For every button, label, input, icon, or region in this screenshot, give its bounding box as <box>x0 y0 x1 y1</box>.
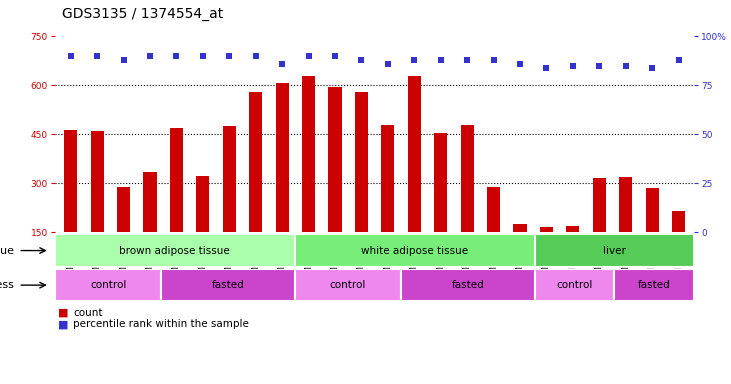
Bar <box>513 224 526 281</box>
Bar <box>295 234 534 267</box>
Bar <box>355 92 368 281</box>
Bar <box>408 76 421 281</box>
Bar <box>434 133 447 281</box>
Bar <box>645 188 659 281</box>
Bar <box>196 176 210 281</box>
Bar <box>55 269 162 301</box>
Text: fasted: fasted <box>452 280 485 290</box>
Point <box>567 63 579 69</box>
Text: ■: ■ <box>58 308 69 318</box>
Bar <box>401 269 534 301</box>
Bar <box>223 126 236 281</box>
Text: fasted: fasted <box>212 280 244 290</box>
Bar <box>55 234 295 267</box>
Point <box>144 53 156 59</box>
Point <box>673 57 684 63</box>
Bar <box>295 269 401 301</box>
Point <box>435 57 447 63</box>
Text: tissue: tissue <box>0 245 15 256</box>
Point <box>276 61 288 67</box>
Bar <box>539 227 553 281</box>
Text: white adipose tissue: white adipose tissue <box>361 245 468 256</box>
Point <box>170 53 182 59</box>
Point <box>224 53 235 59</box>
Bar <box>567 226 580 281</box>
Point <box>118 57 129 63</box>
Point <box>382 61 394 67</box>
Bar <box>276 83 289 281</box>
Bar <box>249 92 262 281</box>
Bar <box>534 269 615 301</box>
Text: liver: liver <box>603 245 626 256</box>
Text: stress: stress <box>0 280 15 290</box>
Point <box>250 53 262 59</box>
Point <box>541 65 553 71</box>
Text: percentile rank within the sample: percentile rank within the sample <box>73 319 249 329</box>
Text: GDS3135 / 1374554_at: GDS3135 / 1374554_at <box>62 7 224 21</box>
Bar <box>593 179 606 281</box>
Bar <box>615 269 694 301</box>
Point <box>65 53 77 59</box>
Point <box>461 57 473 63</box>
Text: control: control <box>90 280 126 290</box>
Bar <box>328 87 341 281</box>
Point <box>329 53 341 59</box>
Text: count: count <box>73 308 102 318</box>
Point <box>488 57 499 63</box>
Point <box>409 57 420 63</box>
Text: fasted: fasted <box>638 280 671 290</box>
Point <box>303 53 314 59</box>
Point <box>355 57 367 63</box>
Bar <box>534 234 694 267</box>
Bar <box>461 124 474 281</box>
Point <box>514 61 526 67</box>
Text: control: control <box>330 280 366 290</box>
Point <box>91 53 103 59</box>
Point <box>646 65 658 71</box>
Text: control: control <box>556 280 593 290</box>
Bar <box>302 76 315 281</box>
Point <box>594 63 605 69</box>
Bar <box>487 187 500 281</box>
Text: brown adipose tissue: brown adipose tissue <box>119 245 230 256</box>
Point <box>197 53 208 59</box>
Text: ■: ■ <box>58 319 69 329</box>
Bar <box>162 269 295 301</box>
Bar <box>619 177 632 281</box>
Bar <box>64 131 77 281</box>
Bar <box>117 187 130 281</box>
Point <box>620 63 632 69</box>
Bar <box>672 211 685 281</box>
Bar <box>170 128 183 281</box>
Bar <box>382 124 395 281</box>
Bar <box>143 172 156 281</box>
Bar <box>91 131 104 281</box>
